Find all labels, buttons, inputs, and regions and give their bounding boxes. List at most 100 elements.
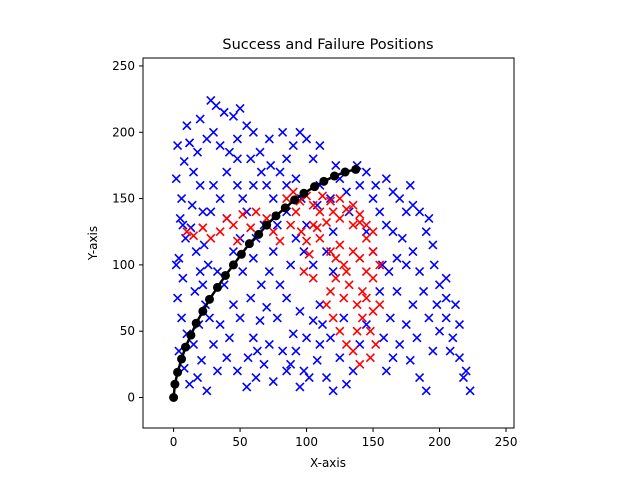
success-point	[242, 207, 252, 217]
success-point	[315, 300, 325, 310]
success-point	[291, 174, 301, 184]
success-point	[375, 286, 385, 296]
success-point	[321, 247, 332, 257]
failure-point	[299, 266, 309, 277]
success-point	[341, 379, 352, 389]
success-point	[315, 140, 325, 151]
success-point	[192, 373, 203, 383]
success-point	[315, 339, 325, 350]
failure-point	[321, 300, 332, 310]
failure-point	[228, 220, 238, 230]
success-point	[317, 319, 328, 330]
success-point	[397, 233, 407, 243]
path-point	[228, 260, 238, 270]
success-point	[195, 114, 205, 124]
failure-point	[215, 227, 225, 237]
failure-point	[348, 346, 358, 356]
success-point	[295, 382, 305, 392]
path-point	[271, 211, 281, 221]
success-point	[171, 260, 181, 270]
success-point	[377, 260, 387, 270]
success-point	[325, 333, 336, 343]
success-point	[408, 300, 418, 310]
success-point	[266, 160, 276, 170]
success-point	[282, 154, 292, 164]
success-point	[392, 286, 402, 296]
success-point	[215, 194, 225, 204]
success-point	[286, 260, 296, 270]
failure-point	[335, 240, 345, 250]
success-point	[255, 147, 265, 157]
success-point	[206, 207, 216, 217]
success-point	[264, 134, 274, 144]
y-tick-label: 100	[112, 258, 135, 272]
success-point	[392, 253, 402, 263]
success-point	[405, 355, 415, 365]
x-tick-label: 250	[495, 435, 518, 449]
success-point	[321, 373, 332, 383]
failure-point	[341, 204, 352, 214]
success-point	[312, 200, 322, 210]
success-point	[434, 326, 445, 336]
x-axis-label: X-axis	[310, 456, 346, 470]
success-point	[242, 382, 252, 392]
failure-point	[325, 247, 336, 257]
success-point	[379, 333, 389, 343]
success-point	[198, 280, 208, 290]
failure-point	[308, 200, 318, 210]
y-tick-label: 250	[112, 59, 135, 73]
success-point	[355, 180, 365, 190]
success-point	[301, 333, 312, 343]
success-point	[454, 353, 465, 363]
success-point	[228, 300, 238, 310]
success-point	[295, 306, 305, 316]
success-point	[419, 286, 429, 296]
success-point	[188, 339, 199, 350]
success-point	[445, 346, 455, 356]
success-point	[388, 227, 398, 237]
failure-point	[282, 194, 292, 204]
success-point	[408, 200, 418, 210]
success-point	[308, 316, 318, 326]
success-point	[198, 207, 208, 217]
success-point	[212, 266, 223, 277]
y-tick-label: 150	[112, 192, 135, 206]
failure-point	[321, 217, 332, 228]
failure-point	[371, 339, 381, 350]
path-point	[204, 294, 214, 304]
path-point	[220, 270, 230, 280]
success-point	[339, 313, 349, 323]
success-point	[256, 167, 266, 177]
success-point	[375, 207, 385, 217]
path-point	[170, 379, 180, 389]
success-point	[301, 134, 312, 144]
success-point	[401, 260, 411, 270]
success-point	[246, 293, 256, 303]
success-point	[203, 260, 213, 270]
success-point	[262, 180, 272, 190]
plot-area	[169, 95, 475, 402]
success-point	[212, 366, 223, 376]
failure-point	[291, 207, 301, 217]
success-point	[195, 180, 205, 190]
success-point	[312, 355, 322, 365]
success-point	[448, 333, 458, 343]
success-point	[288, 329, 298, 339]
success-point	[331, 160, 341, 170]
success-point	[272, 313, 282, 323]
success-point	[424, 213, 434, 224]
success-point	[304, 373, 314, 383]
path-point	[236, 249, 246, 259]
success-point	[264, 266, 274, 277]
failure-point	[365, 353, 375, 363]
success-point	[232, 180, 242, 190]
y-tick-label: 0	[127, 390, 135, 404]
success-point	[454, 319, 465, 330]
failure-point	[368, 247, 378, 257]
failure-point	[331, 273, 341, 283]
success-point	[388, 187, 398, 197]
axis-ticks: 0 50 100 150 200 250 0 50 100 150 200 250	[112, 59, 517, 449]
path-point	[262, 220, 272, 230]
path-point	[280, 203, 290, 213]
